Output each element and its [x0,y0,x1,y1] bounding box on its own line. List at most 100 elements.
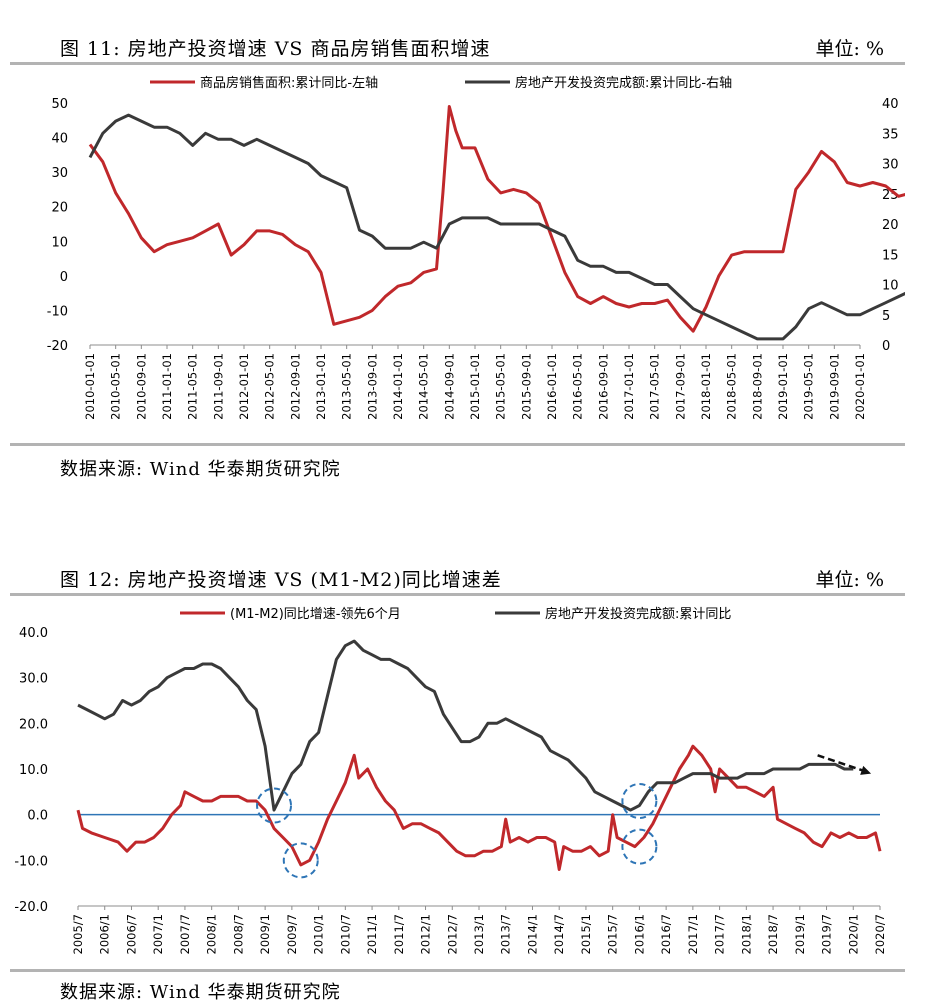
legend-label-1: 房地产开发投资完成额:累计同比-右轴 [515,75,732,91]
y-tick-label: -10.0 [14,854,48,869]
x-tick-label: 2012/7 [445,914,459,954]
x-tick-label: 2015-09-01 [519,353,533,420]
y-right-tick-label: 20 [882,218,899,233]
y-left-tick-label: 50 [51,97,68,112]
y-right-tick-label: 35 [882,127,899,142]
x-tick-label: 2012-05-01 [263,353,277,420]
x-tick-label: 2010/7 [338,914,352,954]
x-tick-label: 2014-01-01 [391,353,405,420]
x-tick-label: 2007/1 [151,914,165,954]
y-left-tick-label: 0 [60,270,68,285]
x-tick-label: 2018/7 [766,914,780,954]
figure-12-header: 图 12: 房地产投资增速 VS (M1-M2)同比增速差 单位: % [0,557,950,597]
x-tick-label: 2015/7 [606,914,620,954]
series-line-0 [88,105,905,333]
legend-label-0: (M1-M2)同比增速-领先6个月 [230,607,401,622]
x-tick-label: 2013-09-01 [365,353,379,420]
figure-11-source: 数据来源: Wind 华泰期货研究院 [60,459,341,480]
y-tick-label: -20.0 [14,900,48,915]
y-right-tick-label: 5 [882,309,890,324]
figure-11-title: 图 11: 房地产投资增速 VS 商品房销售面积增速 [60,38,491,60]
x-tick-label: 2010-01-01 [83,353,97,420]
series-line-1 [88,113,905,341]
series-line-0 [76,744,882,871]
figure-11-unit: 单位: % [815,38,885,60]
x-tick-label: 2014/1 [525,914,539,954]
x-tick-label: 2013-01-01 [314,353,328,420]
trend-arrow-line [817,754,864,772]
x-tick-label: 2020-01-01 [853,353,867,420]
x-tick-label: 2006/1 [98,914,112,954]
x-tick-label: 2013/1 [472,914,486,954]
y-right-tick-label: 30 [882,158,899,173]
x-tick-label: 2011-09-01 [211,353,225,420]
x-tick-label: 2011/7 [392,914,406,954]
trend-arrow-head [860,765,872,775]
x-tick-label: 2016-09-01 [596,353,610,420]
y-tick-label: 30.0 [19,672,48,687]
x-tick-label: 2006/7 [124,914,138,954]
y-left-tick-label: 40 [51,132,68,147]
highlight-circle-2 [621,782,658,819]
x-tick-label: 2020/1 [846,914,860,954]
figure-12-top-rule [10,593,905,596]
y-tick-label: 10.0 [19,763,48,778]
x-tick-label: 2012-01-01 [237,353,251,420]
y-right-tick-label: 40 [882,97,899,112]
x-tick-label: 2019/7 [820,914,834,954]
x-tick-label: 2014/7 [552,914,566,954]
y-left-tick-label: 20 [51,201,68,216]
x-tick-label: 2015/1 [579,914,593,954]
x-tick-label: 2018-05-01 [725,353,739,420]
x-tick-label: 2010-05-01 [109,353,123,420]
x-tick-label: 2005/7 [71,914,85,954]
legend-label-1: 房地产开发投资完成额:累计同比 [545,606,731,622]
series-line-1 [77,639,854,812]
figure-11-top-rule [10,62,905,65]
x-tick-label: 2012-09-01 [288,353,302,420]
figure-11-header: 图 11: 房地产投资增速 VS 商品房销售面积增速 单位: % [0,26,950,66]
x-tick-label: 2018-01-01 [699,353,713,420]
x-tick-label: 2018/1 [739,914,753,954]
y-right-tick-label: 10 [882,279,899,294]
x-tick-label: 2017-05-01 [648,353,662,420]
x-tick-label: 2015-01-01 [468,353,482,420]
x-tick-label: 2011-01-01 [160,353,174,420]
y-right-tick-label: 15 [882,248,899,263]
y-left-tick-label: -10 [47,304,68,319]
x-tick-label: 2016-05-01 [571,353,585,420]
x-tick-label: 2014-05-01 [417,353,431,420]
x-tick-label: 2009/7 [285,914,299,954]
figure-11-bottom-rule [10,443,905,446]
y-tick-label: 20.0 [19,717,48,732]
x-tick-label: 2019/1 [793,914,807,954]
x-tick-label: 2013/7 [499,914,513,954]
x-tick-label: 2017-01-01 [622,353,636,420]
y-right-tick-label: 0 [882,339,890,354]
figure-12-title: 图 12: 房地产投资增速 VS (M1-M2)同比增速差 [60,569,502,591]
figure-12-unit: 单位: % [815,569,885,591]
x-tick-label: 2019-09-01 [827,353,841,420]
x-tick-label: 2017-09-01 [673,353,687,420]
x-tick-label: 2018-09-01 [750,353,764,420]
highlight-circle-1 [282,842,319,879]
x-tick-label: 2016/1 [632,914,646,954]
y-left-tick-label: 10 [51,235,68,250]
legend-label-0: 商品房销售面积:累计同比-左轴 [200,75,378,91]
y-tick-label: 40.0 [19,626,48,641]
x-tick-label: 2017/7 [713,914,727,954]
x-tick-label: 2013-05-01 [340,353,354,420]
x-tick-label: 2011/1 [365,914,379,954]
x-tick-label: 2014-09-01 [442,353,456,420]
chart-12: (M1-M2)同比增速-领先6个月 房地产开发投资完成额:累计同比 40.0 30.0… [14,606,887,954]
x-tick-label: 2017/1 [686,914,700,954]
x-tick-label: 2015-05-01 [494,353,508,420]
x-tick-label: 2020/7 [873,914,887,954]
x-tick-label: 2008/1 [205,914,219,954]
x-tick-label: 2016/7 [659,914,673,954]
highlight-circle-3 [621,828,658,865]
x-tick-label: 2016-01-01 [545,353,559,420]
figure-12-bottom-rule [10,969,905,972]
x-tick-label: 2009/1 [258,914,272,954]
figure-12-source: 数据来源: Wind 华泰期货研究院 [60,982,341,1003]
